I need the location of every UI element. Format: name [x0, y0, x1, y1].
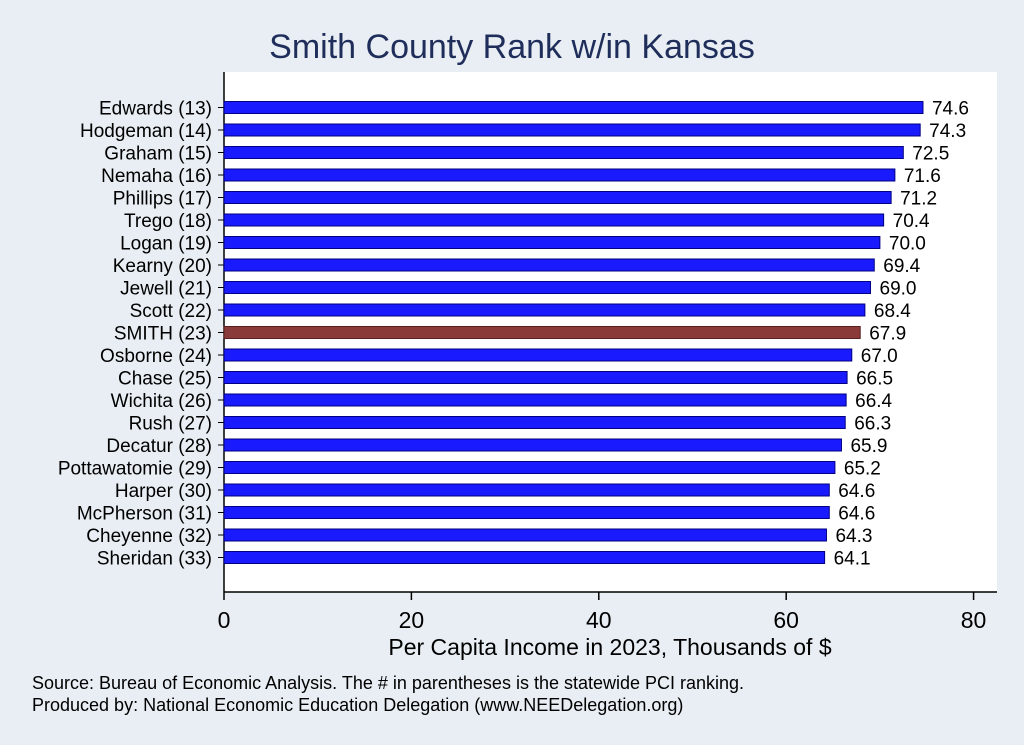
category-label: Phillips (17) — [113, 189, 212, 210]
bar-highlight — [223, 326, 861, 339]
footer-note: Source: Bureau of Economic Analysis. The… — [32, 672, 744, 716]
value-label: 66.5 — [856, 369, 893, 390]
x-tick-label: 40 — [586, 607, 612, 633]
value-label: 70.4 — [893, 211, 930, 232]
category-label: Osborne (24) — [100, 346, 212, 367]
value-label: 69.4 — [883, 256, 920, 277]
source-text: Source: Bureau of Economic Analysis. The… — [32, 673, 745, 693]
value-label: 72.5 — [912, 144, 949, 165]
value-label: 67.9 — [869, 324, 906, 345]
category-label: Harper (30) — [115, 481, 212, 502]
bar — [223, 258, 875, 272]
value-label: 66.3 — [854, 414, 891, 435]
x-tick-label: 80 — [961, 607, 987, 633]
value-label: 71.2 — [900, 189, 937, 210]
value-label: 68.4 — [874, 301, 911, 322]
category-label: Kearny (20) — [113, 256, 212, 277]
category-label: Sheridan (33) — [97, 549, 212, 570]
category-label: Logan (19) — [120, 234, 212, 255]
bar — [223, 101, 924, 114]
bar — [223, 371, 848, 384]
category-label: Graham (15) — [104, 144, 212, 165]
category-label: Decatur (28) — [106, 436, 212, 457]
bar — [223, 416, 846, 429]
bar — [223, 236, 881, 249]
category-label: Jewell (21) — [120, 279, 212, 300]
value-label: 64.6 — [838, 504, 875, 525]
value-label: 71.6 — [904, 166, 941, 187]
category-label: Rush (27) — [129, 414, 212, 435]
bar — [223, 461, 836, 474]
value-label: 64.6 — [838, 481, 875, 502]
category-label: Pottawatomie (29) — [58, 459, 212, 480]
value-label: 65.9 — [850, 436, 887, 457]
value-label: 74.6 — [932, 99, 969, 120]
bar — [223, 438, 842, 452]
bar — [223, 191, 892, 204]
category-label: Cheyenne (32) — [86, 526, 212, 547]
category-label: SMITH (23) — [114, 324, 212, 345]
bar — [223, 393, 847, 407]
value-label: 65.2 — [844, 459, 881, 480]
value-label: 64.1 — [834, 549, 871, 570]
category-label: Nemaha (16) — [101, 166, 212, 187]
value-label: 69.0 — [880, 279, 917, 300]
bars-group: Edwards (13) 74.6 Hodgeman (14) 74.3 Graham … — [58, 99, 969, 570]
category-label: Wichita (26) — [111, 391, 212, 412]
bar — [223, 168, 896, 182]
bar — [223, 506, 830, 519]
category-label: Chase (25) — [118, 369, 212, 390]
bar — [223, 551, 826, 564]
bar — [223, 348, 853, 362]
bar — [223, 281, 872, 294]
x-tick-label: 0 — [218, 607, 231, 633]
bar — [223, 146, 904, 159]
bar — [223, 528, 827, 542]
bar — [223, 483, 830, 497]
category-label: Trego (18) — [124, 211, 212, 232]
x-ticks-group: 0 20 40 60 80 — [218, 592, 987, 633]
bar — [223, 213, 885, 227]
value-label: 66.4 — [855, 391, 892, 412]
category-label: Scott (22) — [130, 301, 212, 322]
value-label: 74.3 — [929, 121, 966, 142]
value-label: 70.0 — [889, 234, 926, 255]
chart-title: Smith County Rank w/in Kansas — [269, 28, 755, 66]
x-tick-label: 20 — [399, 607, 425, 633]
value-label: 64.3 — [835, 526, 872, 547]
category-label: Edwards (13) — [99, 99, 212, 120]
category-label: McPherson (31) — [77, 504, 212, 525]
x-tick-label: 60 — [773, 607, 799, 633]
value-label: 67.0 — [861, 346, 898, 367]
bar — [223, 123, 921, 137]
bar — [223, 303, 866, 317]
produced-by-text: Produced by: National Economic Education… — [32, 695, 684, 715]
category-label: Hodgeman (14) — [80, 121, 212, 142]
x-axis-title: Per Capita Income in 2023, Thousands of … — [388, 634, 831, 660]
